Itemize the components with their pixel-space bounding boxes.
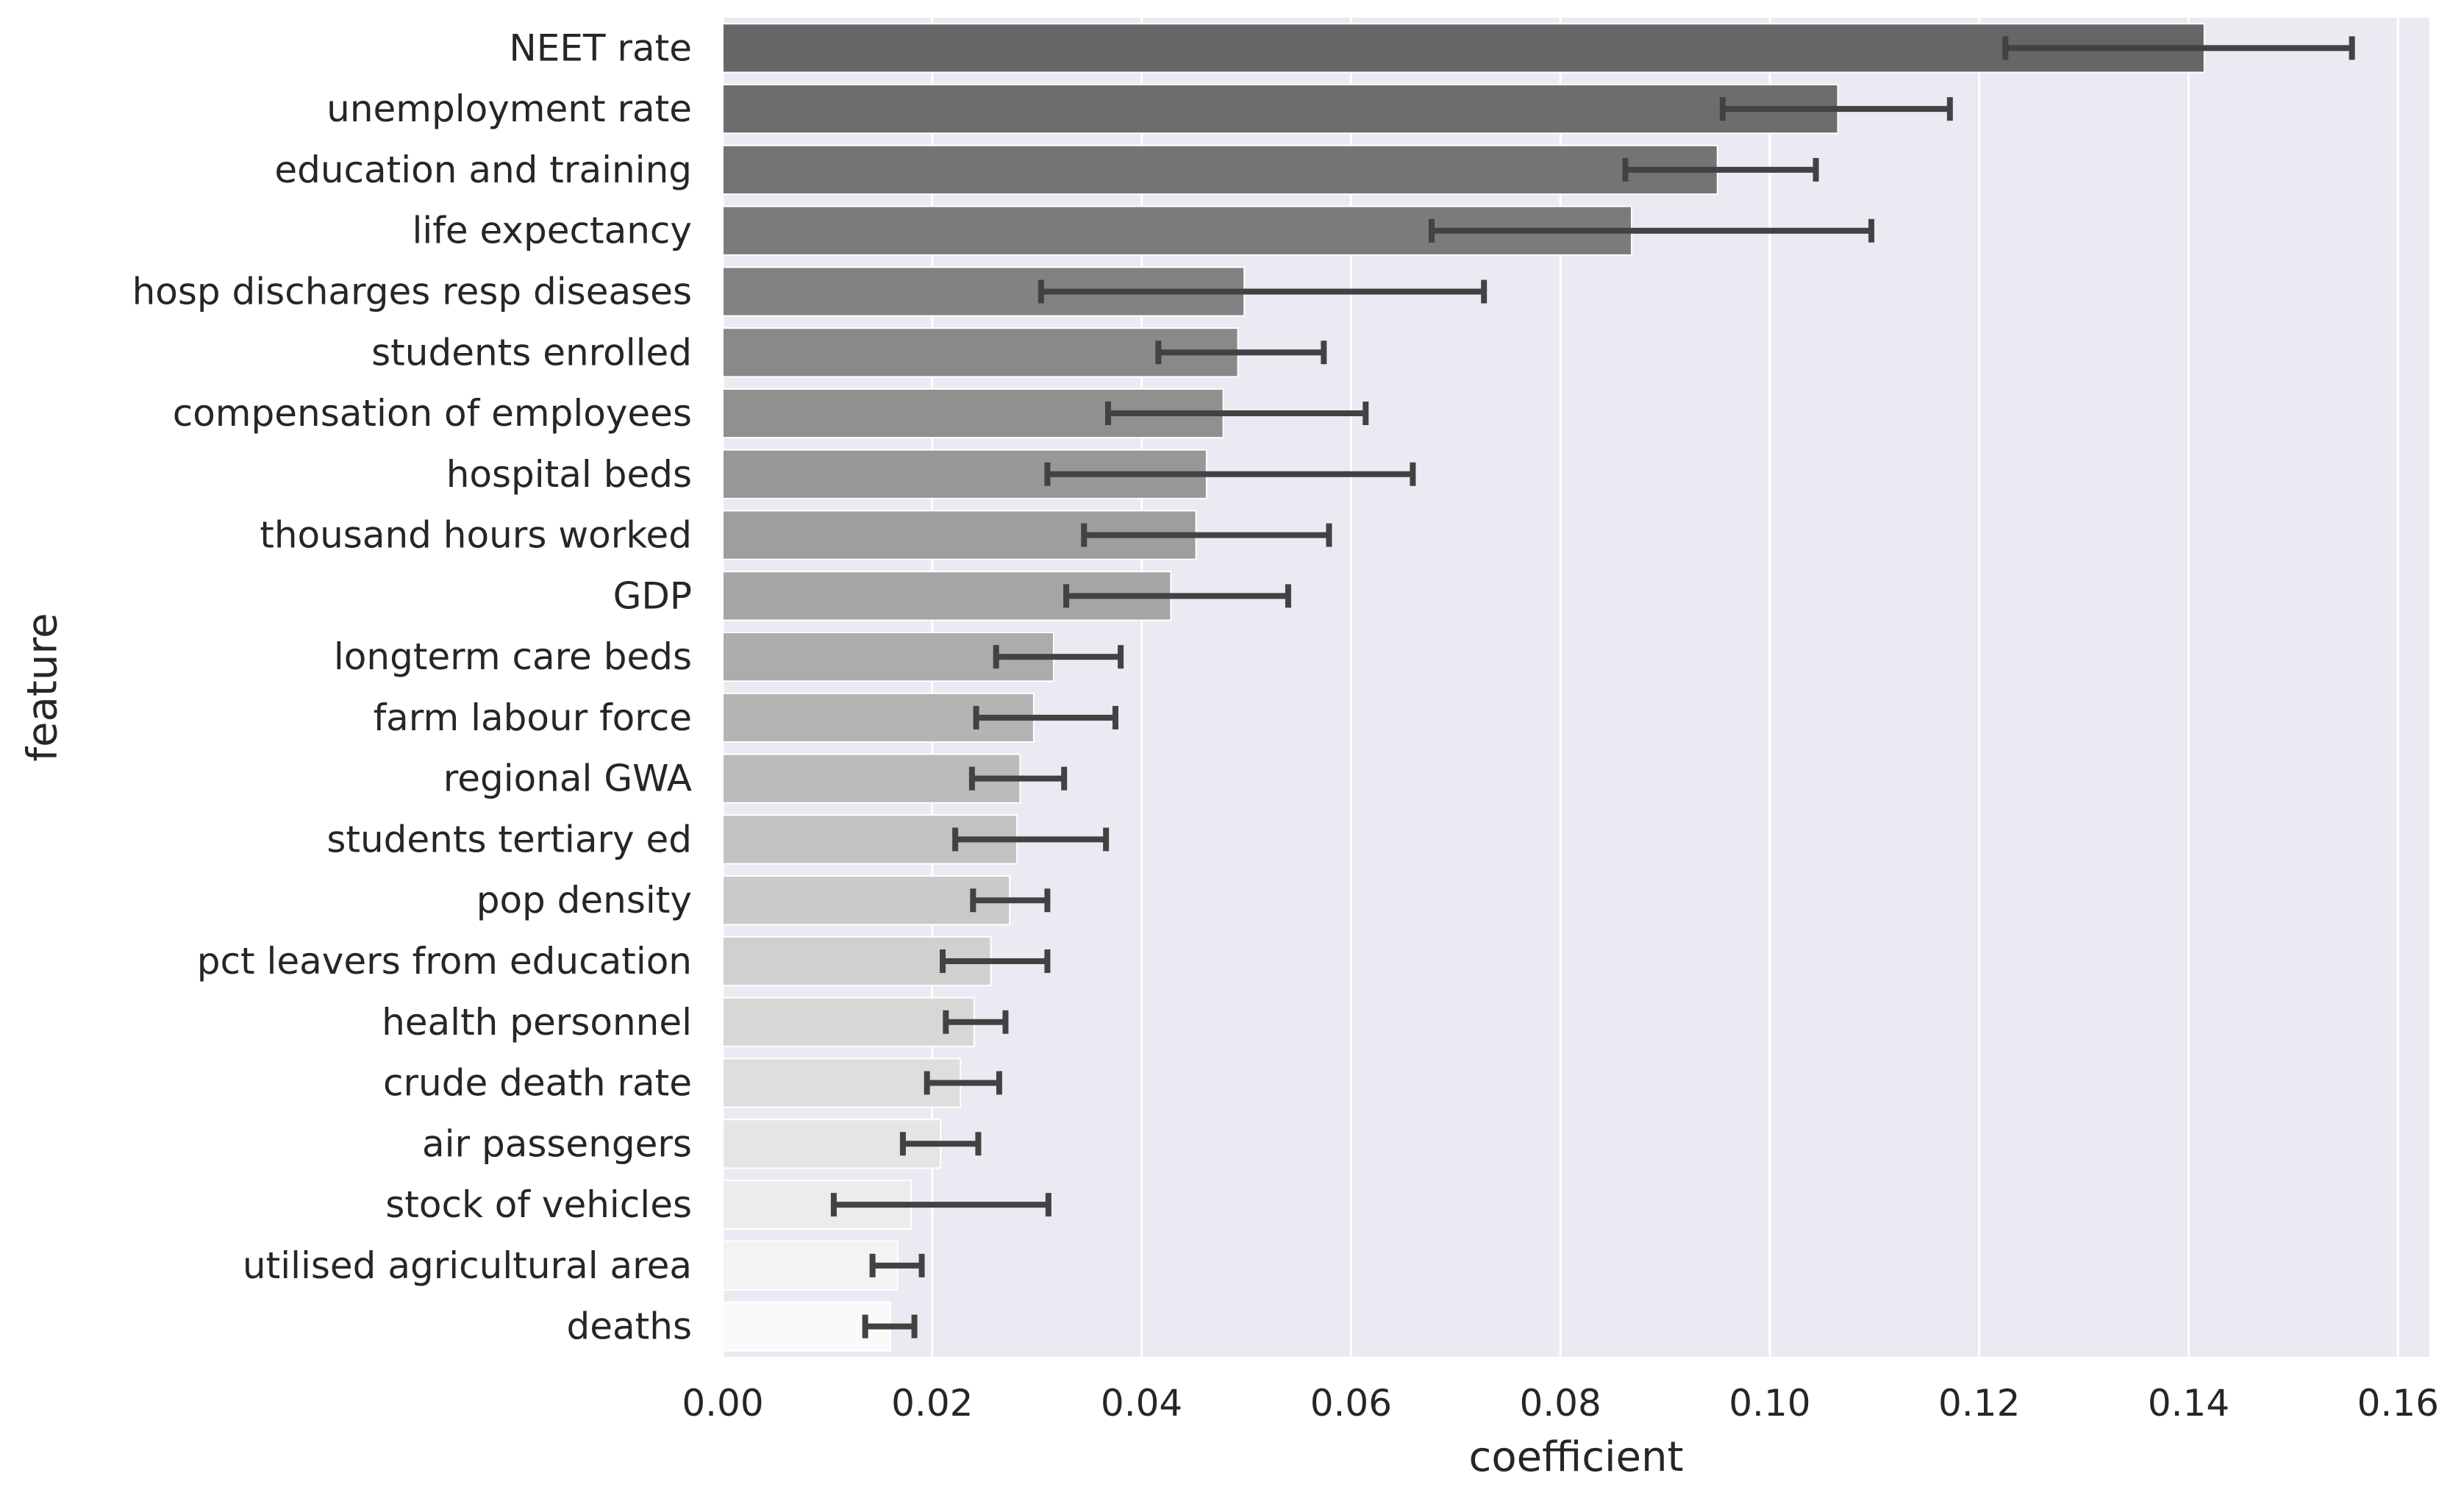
error-bar [940, 949, 1051, 973]
y-tick-label: NEET rate [509, 26, 692, 69]
bar [722, 266, 1246, 317]
bar [722, 84, 1839, 135]
x-tick-label: 0.02 [891, 1382, 973, 1425]
y-tick-label: students tertiary ed [326, 818, 692, 860]
x-tick-label: 0.04 [1101, 1382, 1182, 1425]
error-bar [993, 645, 1124, 669]
error-bar [943, 1010, 1009, 1034]
y-tick-label: air passengers [422, 1122, 692, 1165]
bar [722, 327, 1239, 378]
x-tick-label: 0.10 [1729, 1382, 1810, 1425]
x-tick-label: 0.12 [1938, 1382, 2020, 1425]
y-tick-label: health personnel [382, 1001, 692, 1044]
error-bar [1063, 584, 1291, 608]
y-tick-label: compensation of employees [173, 392, 692, 435]
y-tick-label: hospital beds [446, 453, 692, 496]
y-tick-label: pop density [476, 879, 692, 921]
y-tick-label: thousand hours worked [260, 514, 692, 557]
bar [722, 144, 1718, 196]
y-tick-label: longterm care beds [334, 635, 692, 678]
error-bar [830, 1193, 1051, 1217]
error-bar [869, 1253, 925, 1277]
y-tick-label: education and training [274, 149, 692, 191]
error-bar [862, 1314, 918, 1338]
x-tick-label: 0.00 [682, 1382, 763, 1425]
bar [722, 996, 975, 1047]
x-tick-label: 0.16 [2357, 1382, 2439, 1425]
y-tick-label: life expectancy [412, 210, 692, 252]
y-tick-label: hosp discharges resp diseases [132, 270, 692, 313]
error-bars [830, 36, 2355, 1338]
x-tick-label: 0.08 [1519, 1382, 1601, 1425]
error-bar [1044, 462, 1416, 486]
error-bar [1428, 218, 1875, 243]
error-bar [899, 1132, 982, 1156]
x-tick-label: 0.06 [1310, 1382, 1392, 1425]
error-bar [1038, 279, 1488, 304]
y-tick-label: students enrolled [371, 331, 692, 374]
y-tick-label: GDP [613, 574, 692, 617]
error-bar [952, 827, 1110, 852]
error-bar [973, 705, 1118, 730]
error-bar [1622, 157, 1819, 182]
error-bar [968, 766, 1068, 791]
error-bar [2002, 36, 2355, 60]
y-axis-label: feature [19, 613, 67, 761]
y-tick-label: pct leavers from education [197, 940, 692, 983]
y-tick-label: utilised agricultural area [243, 1244, 692, 1287]
bar [722, 875, 1011, 926]
bar [722, 1240, 899, 1291]
y-tick-label: crude death rate [383, 1062, 692, 1105]
x-tick-label: 0.14 [2148, 1382, 2229, 1425]
y-tick-label: unemployment rate [326, 88, 692, 130]
y-tick-label: regional GWA [443, 757, 692, 800]
y-tick-label: deaths [567, 1305, 692, 1348]
x-tick-labels: 0.00 0.02 0.04 0.06 0.08 0.10 0.12 0.14 0.16 [682, 1382, 2439, 1425]
x-axis-label: coefficient [1469, 1433, 1684, 1481]
error-bar [1081, 523, 1332, 547]
error-bar [970, 888, 1051, 913]
error-bar [1105, 402, 1369, 426]
y-tick-label: stock of vehicles [385, 1183, 692, 1226]
y-tick-labels: NEET rate unemployment rate education and … [132, 26, 692, 1347]
bar [722, 1058, 962, 1108]
error-bar [1155, 341, 1327, 365]
bars [722, 23, 2205, 1352]
bar [722, 23, 2205, 74]
y-tick-label: farm labour force [374, 696, 692, 739]
error-bar [924, 1071, 1002, 1095]
error-bar [1719, 97, 1953, 121]
